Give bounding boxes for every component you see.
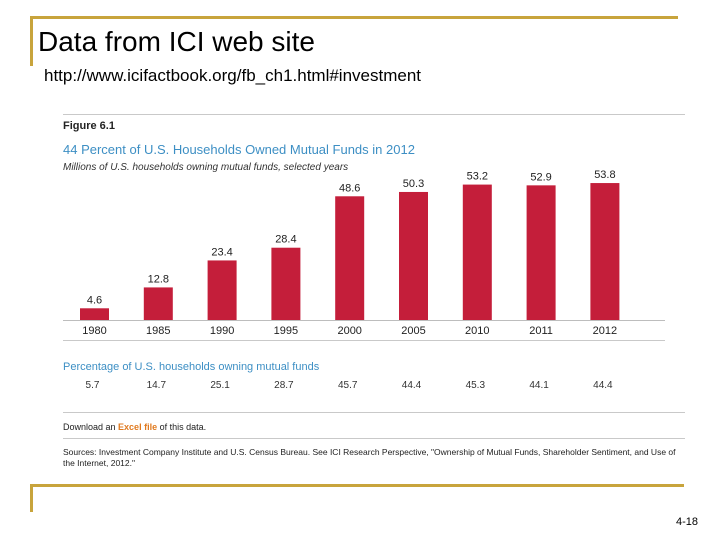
chart-title: 44 Percent of U.S. Households Owned Mutu…	[63, 142, 415, 157]
x-tick-label: 2010	[465, 325, 489, 337]
frame-bottom-rule	[30, 484, 684, 487]
x-tick-label: 2011	[529, 325, 553, 337]
bar-value-label: 4.6	[87, 294, 102, 306]
bar-chart: 4.6 1980 5.7 12.8 1985 14.7 23.4 1990 25.1 28.4 19…	[63, 169, 665, 391]
bar-value-label: 53.8	[594, 169, 615, 181]
percentage-value: 45.7	[338, 380, 358, 391]
percentage-value: 14.7	[147, 380, 167, 391]
x-tick-label: 2000	[337, 325, 361, 337]
x-axis-baseline	[63, 320, 665, 321]
figure-label: Figure 6.1	[63, 120, 115, 132]
excel-file-link[interactable]: Excel file	[118, 422, 158, 432]
download-suffix: of this data.	[157, 422, 207, 432]
figure-top-divider	[63, 114, 685, 115]
bar-2000	[335, 196, 365, 320]
x-tick-label: 1995	[274, 325, 298, 337]
percentage-value: 5.7	[86, 380, 100, 391]
percentage-value: 28.7	[274, 380, 294, 391]
bar-1995	[271, 247, 301, 320]
page-number: 4-18	[676, 516, 699, 528]
percentage-value: 44.4	[402, 380, 422, 391]
frame-bottom-left-rule	[30, 484, 33, 512]
download-prefix: Download an	[63, 422, 119, 432]
bar-2005	[399, 191, 428, 320]
percentage-value: 44.1	[529, 380, 549, 391]
percentage-title: Percentage of U.S. households owning mut…	[63, 361, 320, 373]
bar-value-label: 48.6	[339, 182, 360, 194]
bar-2012	[590, 183, 620, 320]
bar-2010	[462, 184, 492, 320]
bar-value-label: 12.8	[148, 273, 169, 285]
bar-value-label: 52.9	[530, 171, 551, 183]
bar-value-label: 53.2	[467, 171, 488, 183]
bar-1980	[80, 308, 109, 320]
download-note: Download an Excel file of this data.	[63, 422, 206, 432]
x-tick-label: 1990	[210, 325, 234, 337]
bar-2011	[526, 185, 556, 320]
bar-value-label: 28.4	[275, 234, 296, 246]
sources-text: Sources: Investment Company Institute an…	[63, 447, 676, 468]
frame-top-rule	[30, 16, 678, 19]
percentage-value: 45.3	[466, 380, 486, 391]
x-tick-label: 1980	[82, 325, 106, 337]
chart-subtitle: Millions of U.S. households owning mutua…	[63, 162, 349, 173]
bar-value-label: 50.3	[403, 178, 424, 190]
slide-title: Data from ICI web site	[38, 26, 315, 57]
bar-value-label: 23.4	[211, 246, 232, 258]
bar-1985	[143, 287, 173, 320]
slide-url[interactable]: http://www.icifactbook.org/fb_ch1.html#i…	[44, 66, 422, 85]
axis-bottom-divider	[63, 340, 665, 341]
sources-divider	[63, 438, 685, 439]
frame-left-rule	[30, 16, 33, 66]
bar-1990	[207, 260, 237, 320]
percentage-value: 44.4	[593, 380, 613, 391]
percentage-value: 25.1	[210, 380, 230, 391]
x-tick-label: 2012	[593, 325, 617, 337]
x-tick-label: 2005	[401, 325, 425, 337]
percent-row-divider	[63, 412, 685, 413]
x-tick-label: 1985	[146, 325, 170, 337]
